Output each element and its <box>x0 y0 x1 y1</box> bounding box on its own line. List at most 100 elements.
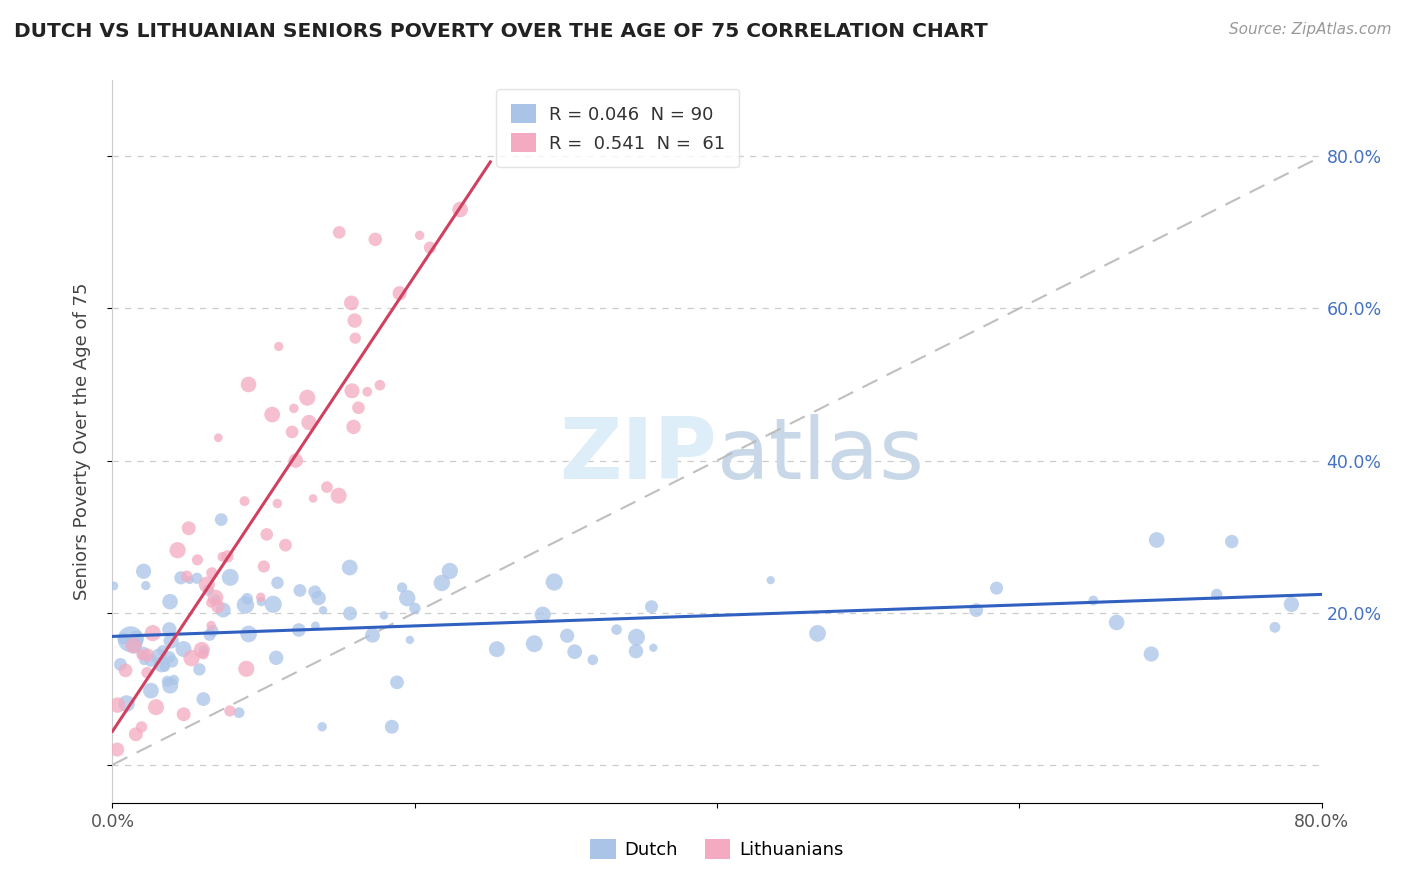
Point <box>404 601 426 615</box>
Point <box>200 596 222 610</box>
Point <box>250 594 273 608</box>
Point <box>315 480 337 494</box>
Point <box>368 378 391 392</box>
Point <box>233 494 256 508</box>
Point <box>266 496 288 510</box>
Point <box>107 698 129 712</box>
Point <box>643 640 665 655</box>
Point <box>139 653 162 667</box>
Point <box>132 646 155 660</box>
Point <box>302 491 325 506</box>
Point <box>235 662 257 676</box>
Point <box>193 692 215 706</box>
Point <box>1220 534 1243 549</box>
Point <box>122 639 145 653</box>
Y-axis label: Seniors Poverty Over the Age of 75: Seniors Poverty Over the Age of 75 <box>73 283 91 600</box>
Point <box>136 648 159 662</box>
Point <box>188 662 211 676</box>
Point <box>408 228 430 243</box>
Point <box>1279 597 1302 611</box>
Point <box>340 296 363 310</box>
Point <box>640 599 662 614</box>
Point <box>132 653 155 667</box>
Point <box>328 226 350 240</box>
Point <box>304 619 326 633</box>
Point <box>298 416 321 430</box>
Point <box>228 706 250 720</box>
Point <box>198 628 221 642</box>
Point <box>103 579 125 593</box>
Point <box>1205 587 1227 601</box>
Point <box>555 629 578 643</box>
Point <box>281 425 304 439</box>
Point <box>388 286 411 301</box>
Point <box>339 607 361 621</box>
Point <box>236 591 259 606</box>
Point <box>373 608 395 623</box>
Point <box>200 618 222 632</box>
Point <box>132 564 155 578</box>
Point <box>806 626 828 640</box>
Point <box>160 655 183 669</box>
Point <box>283 401 305 416</box>
Point <box>207 599 229 614</box>
Legend: Dutch, Lithuanians: Dutch, Lithuanians <box>583 831 851 866</box>
Point <box>340 384 363 398</box>
Point <box>218 704 240 718</box>
Point <box>201 624 224 638</box>
Point <box>543 574 565 589</box>
Point <box>186 571 208 585</box>
Point <box>177 521 200 535</box>
Point <box>142 626 165 640</box>
Point <box>157 623 180 637</box>
Point <box>328 489 350 503</box>
Point <box>759 573 782 587</box>
Point <box>173 707 195 722</box>
Point <box>195 577 218 591</box>
Point <box>256 527 278 541</box>
Point <box>1264 620 1286 634</box>
Point <box>439 564 461 578</box>
Point <box>145 700 167 714</box>
Point <box>170 571 193 585</box>
Point <box>166 543 188 558</box>
Point <box>238 377 260 392</box>
Point <box>115 697 138 711</box>
Point <box>150 657 173 672</box>
Point <box>201 566 224 580</box>
Point <box>449 202 471 217</box>
Point <box>219 570 242 584</box>
Point <box>419 241 441 255</box>
Point <box>135 578 157 592</box>
Point <box>125 632 148 646</box>
Point <box>191 643 214 657</box>
Point <box>361 628 384 642</box>
Point <box>312 603 335 617</box>
Point <box>131 648 153 662</box>
Point <box>197 583 219 598</box>
Point <box>267 339 290 353</box>
Point <box>339 560 361 574</box>
Point <box>253 559 276 574</box>
Point <box>193 643 215 657</box>
Point <box>125 727 148 741</box>
Point <box>152 643 174 657</box>
Point <box>347 401 370 415</box>
Point <box>173 642 195 657</box>
Point <box>160 634 183 648</box>
Point <box>485 642 508 657</box>
Point <box>430 576 453 591</box>
Point <box>582 653 605 667</box>
Text: DUTCH VS LITHUANIAN SENIORS POVERTY OVER THE AGE OF 75 CORRELATION CHART: DUTCH VS LITHUANIAN SENIORS POVERTY OVER… <box>14 22 988 41</box>
Point <box>153 659 176 673</box>
Point <box>284 453 307 467</box>
Point <box>148 649 170 664</box>
Point <box>396 591 419 606</box>
Point <box>159 595 181 609</box>
Point <box>531 607 554 622</box>
Point <box>343 313 366 327</box>
Point <box>139 683 162 698</box>
Point <box>564 645 586 659</box>
Point <box>385 675 408 690</box>
Point <box>274 538 297 552</box>
